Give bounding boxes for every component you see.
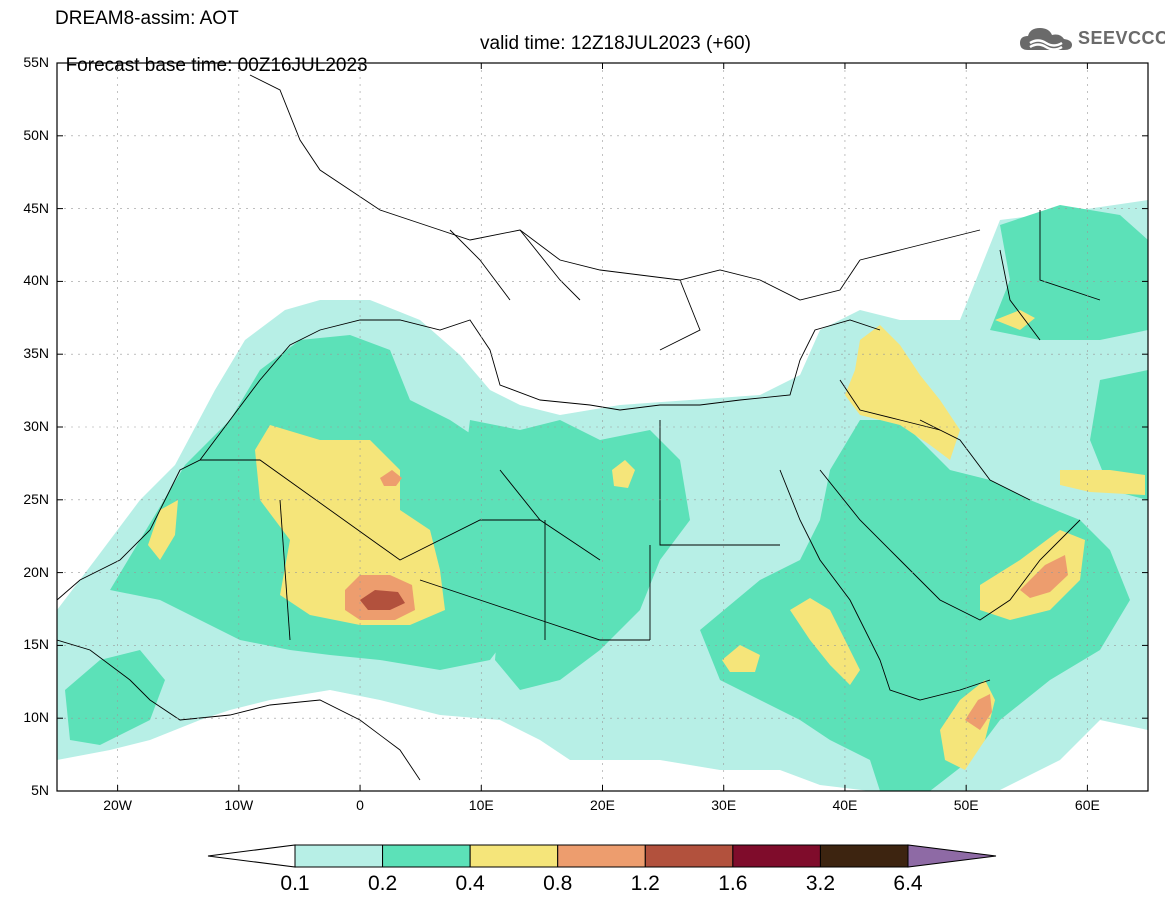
aot-band-0.4-iraq: [845, 325, 960, 460]
lat-label: 35N: [23, 345, 49, 362]
aot-band-0.2-iran: [1090, 370, 1148, 500]
base-time: Forecast base time: 00Z16JUL2023: [65, 55, 368, 76]
valid-time: valid time: 12Z18JUL2023 (+60): [480, 33, 751, 54]
colorbar-box: [469, 844, 559, 868]
colorbar-label: 0.1: [280, 872, 310, 895]
lon-label: 30E: [711, 797, 737, 813]
colorbar-box: [294, 844, 384, 868]
colorbar-label: 6.4: [893, 872, 923, 895]
lon-label: 10E: [468, 797, 494, 813]
aot-band-0.2-east: [700, 420, 1130, 791]
lon-label: 20E: [590, 797, 615, 813]
aot-band-0.2-caspian: [990, 205, 1148, 340]
lon-label: 40E: [832, 797, 858, 813]
axis-ticks: [57, 62, 1148, 792]
forecast-times: Forecast base time: 00Z16JUL2023 valid t…: [55, 33, 751, 99]
colorbar-label: 1.2: [630, 872, 660, 895]
aot-field: [57, 200, 1148, 791]
aot-band-0.4-mauritania: [148, 500, 178, 560]
aot-band-0.2-southwest: [65, 650, 165, 745]
colorbar: [207, 844, 997, 868]
lon-label: 60E: [1074, 797, 1100, 813]
lat-label: 45N: [23, 199, 49, 216]
coastlines: [57, 74, 1101, 781]
colorbar-label: 1.6: [718, 872, 748, 895]
aot-band-1.2-mali: [360, 590, 405, 610]
aot-band-0.4-gulf: [1060, 470, 1145, 495]
colorbar-label: 0.4: [455, 872, 485, 895]
aot-band-0.8-algeria: [380, 470, 402, 486]
map-title: DREAM8-assim: AOT: [55, 8, 239, 29]
lat-label: 15N: [23, 636, 49, 653]
colorbar-high-arrow: [907, 844, 997, 868]
colorbar-label: 0.8: [543, 872, 573, 895]
lat-label: 55N: [23, 54, 49, 70]
colorbar-box: [644, 844, 734, 868]
colorbar-box: [557, 844, 646, 868]
lon-label: 10W: [224, 797, 254, 813]
aot-band-0.4-oman: [980, 530, 1085, 620]
gridlines: [57, 63, 1148, 791]
colorbar-box: [819, 844, 909, 868]
lat-label: 40N: [23, 272, 49, 289]
colorbar-low-arrow: [207, 844, 296, 868]
colorbar-box: [732, 844, 821, 868]
aot-band-0.2-central: [460, 420, 690, 690]
lat-label: 10N: [23, 709, 49, 726]
colorbar-box: [382, 844, 471, 868]
lat-label: 5N: [31, 782, 49, 798]
aot-band-0.8-somalia: [965, 694, 992, 730]
aot-band-0.8-oman: [1020, 555, 1068, 598]
lat-label: 50N: [23, 126, 49, 143]
cloud-icon: [1020, 28, 1072, 51]
aot-band-0.4-libya: [612, 460, 635, 488]
aot-band-0.4-sudan: [722, 645, 760, 672]
colorbar-label: 0.2: [367, 872, 398, 895]
lon-label: 0: [356, 797, 364, 813]
aot-band-0.4-caspian: [995, 310, 1035, 330]
lon-label: 20W: [103, 797, 132, 813]
lat-label: 20N: [23, 563, 49, 580]
lat-label: 30N: [23, 418, 49, 434]
lat-label: 25N: [23, 490, 49, 507]
seevccc-logo: SEEVCCC: [1018, 22, 1165, 54]
logo-text: SEEVCCC: [1078, 27, 1165, 48]
lon-label: 50E: [953, 797, 979, 813]
aot-band-0.4-eritrea: [790, 598, 860, 685]
colorbar-label: 3.2: [805, 872, 836, 895]
